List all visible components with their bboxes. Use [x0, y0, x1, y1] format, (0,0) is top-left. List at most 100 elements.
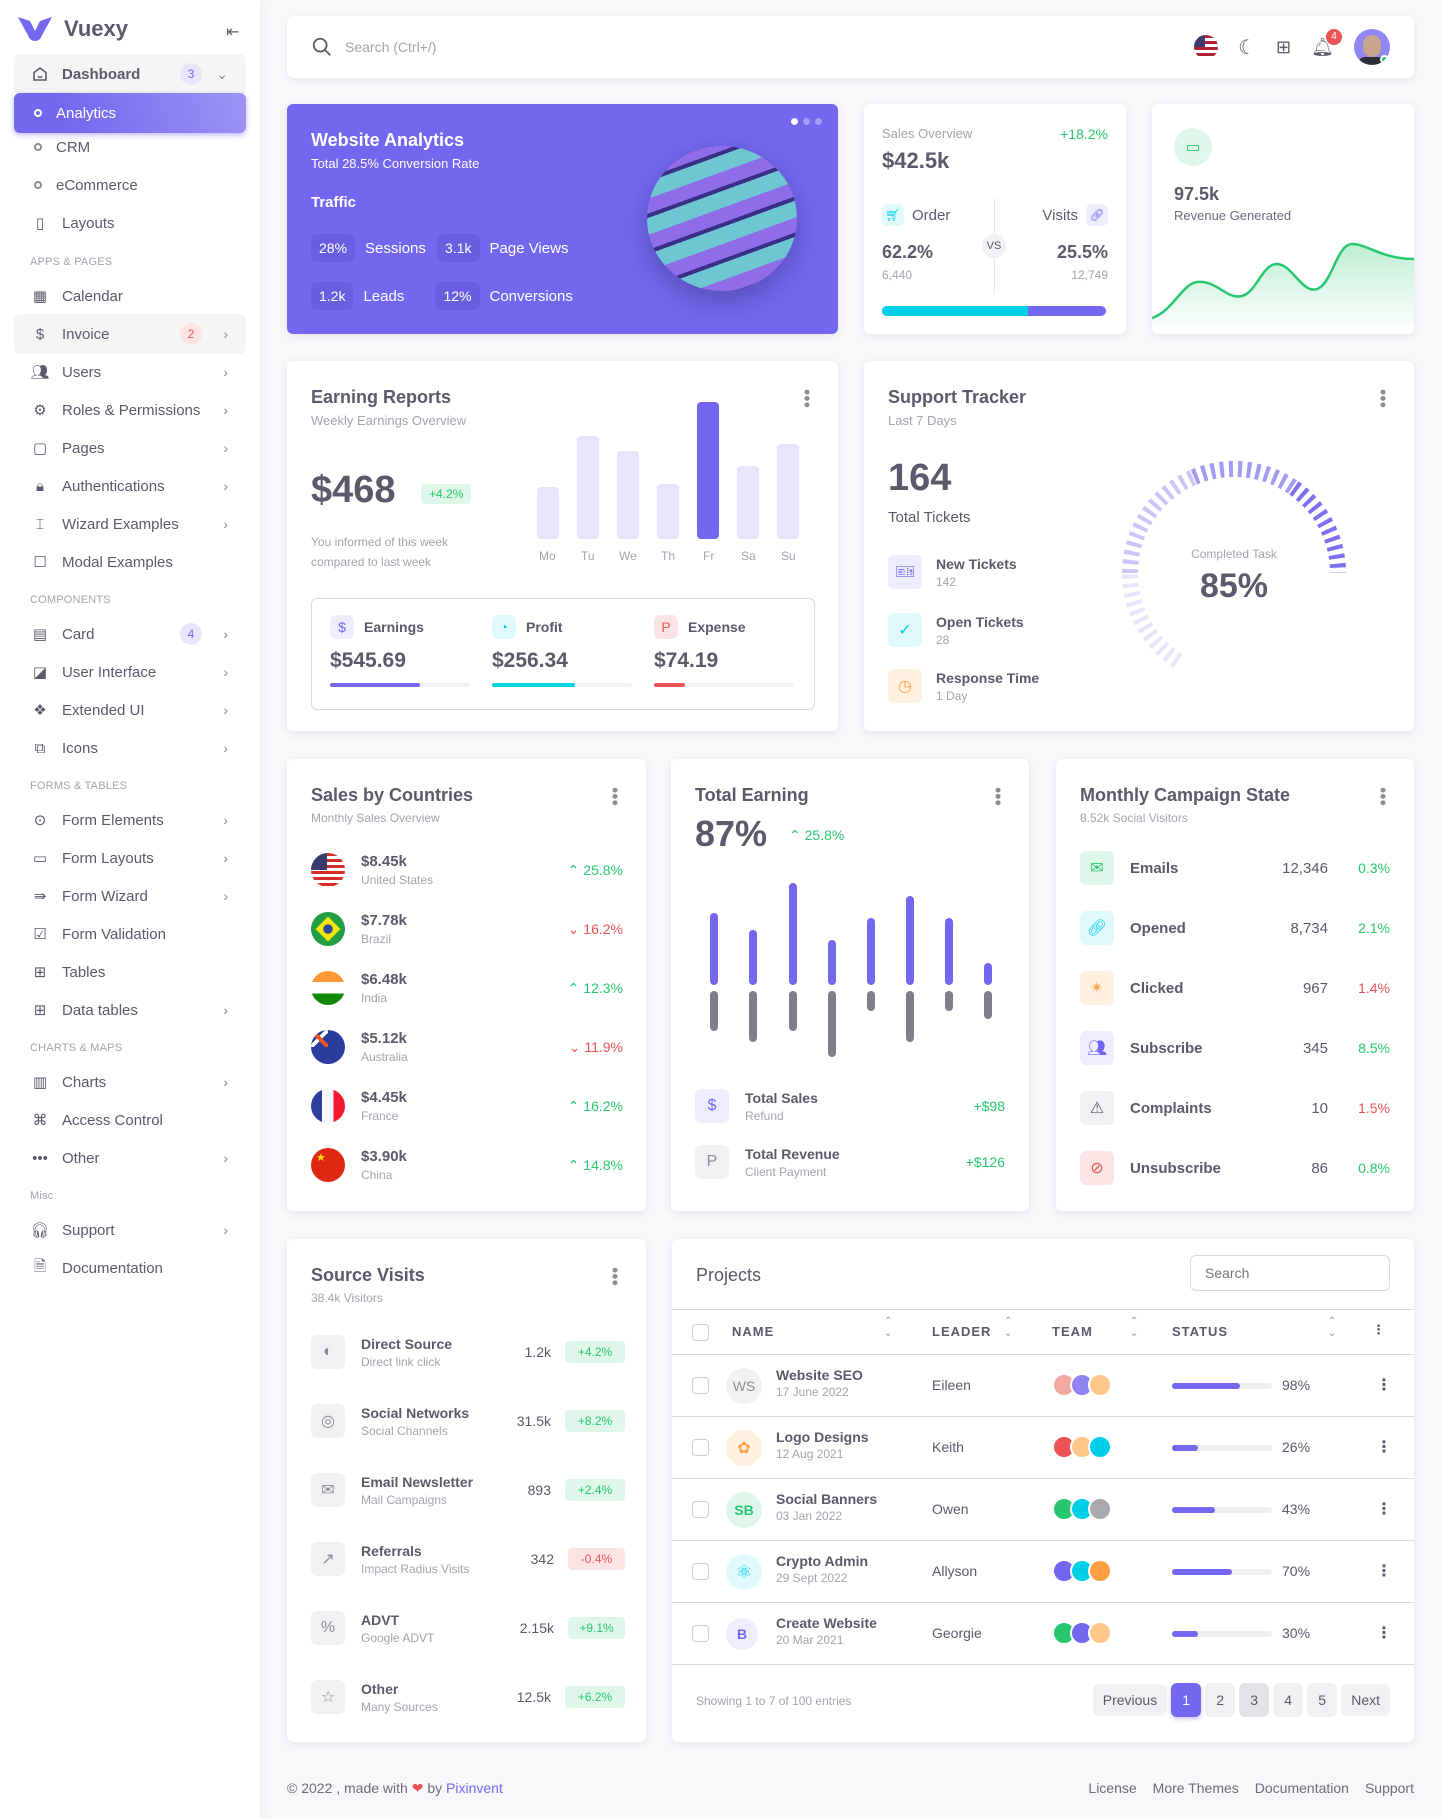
row-checkbox[interactable]: [692, 1439, 709, 1456]
pagination-page-3[interactable]: 3: [1239, 1683, 1270, 1717]
sidebar-item-pages[interactable]: ▢ Pages ›: [14, 428, 246, 468]
chart-bar-icon: ▥: [32, 1074, 48, 1091]
brand[interactable]: Vuexy: [18, 16, 128, 42]
total-earning-card: Total Earning ••• 87% ⌃ 25.8% $ Total Sa…: [671, 759, 1029, 1211]
country-row: ★ $3.90k China ⌃ 14.8%: [311, 1148, 623, 1182]
pagination-next[interactable]: Next: [1341, 1684, 1390, 1716]
sidebar-item-data-tables[interactable]: ⊞ Data tables ›: [14, 990, 246, 1030]
pagination-page-5[interactable]: 5: [1307, 1683, 1338, 1717]
sidebar-item-icons[interactable]: ⧉ Icons ›: [14, 728, 246, 768]
row-actions-icon[interactable]: ⋮: [1376, 1439, 1392, 1456]
dots-icon: •••: [32, 1149, 48, 1167]
row-checkbox[interactable]: [692, 1563, 709, 1580]
project-name: Create Website: [776, 1615, 877, 1631]
sort-icon[interactable]: ⌃ ⌄: [1004, 1316, 1014, 1339]
sidebar-item-invoice[interactable]: $ Invoice 2 ›: [14, 314, 246, 354]
company-link[interactable]: Pixinvent: [446, 1780, 503, 1796]
projects-search-input[interactable]: [1190, 1255, 1390, 1291]
source-change-badge: +4.2%: [565, 1341, 625, 1363]
more-options-icon[interactable]: •••: [1373, 787, 1393, 806]
3d-sphere-illustration: [647, 146, 797, 291]
sort-icon[interactable]: ⌃ ⌄: [1328, 1316, 1338, 1339]
total-earning-value: 87%: [695, 813, 768, 854]
pagination-page-2[interactable]: 2: [1205, 1683, 1236, 1717]
sidebar-item-form-validation[interactable]: ☑ Form Validation: [14, 914, 246, 954]
row-actions-icon[interactable]: ⋮: [1376, 1625, 1392, 1642]
sidebar-item-card[interactable]: ▤ Card 4 ›: [14, 614, 246, 654]
row-checkbox[interactable]: [692, 1377, 709, 1394]
shortcuts-icon[interactable]: ⊞: [1276, 36, 1292, 57]
sidebar-item-charts[interactable]: ▥ Charts ›: [14, 1062, 246, 1102]
row-actions-icon[interactable]: ⋮: [1376, 1377, 1392, 1394]
row-actions-icon[interactable]: ⋮: [1376, 1501, 1392, 1518]
more-options-icon[interactable]: •••: [605, 1267, 625, 1286]
row-checkbox[interactable]: [692, 1501, 709, 1518]
sidebar-item-users[interactable]: 👥︎ Users ›: [14, 352, 246, 392]
sidebar-item-modal-examples[interactable]: ☐ Modal Examples: [14, 542, 246, 582]
country-change: ⌄ 16.2%: [567, 920, 623, 937]
revenue-value: 97.5k: [1174, 184, 1220, 204]
sidebar-item-other[interactable]: ••• Other ›: [14, 1138, 246, 1178]
moon-icon[interactable]: ☾: [1238, 36, 1257, 59]
select-all-checkbox[interactable]: [692, 1324, 709, 1341]
column-header-leader[interactable]: LEADER: [932, 1324, 992, 1339]
source-sub: Impact Radius Visits: [361, 1561, 470, 1576]
source-change-badge: +2.4%: [565, 1479, 625, 1501]
footer-link-license[interactable]: License: [1088, 1780, 1137, 1796]
card-subtitle: 38.4k Visitors: [311, 1291, 383, 1305]
footer-link-documentation[interactable]: Documentation: [1254, 1780, 1349, 1796]
more-options-icon[interactable]: •••: [988, 787, 1008, 806]
more-options-icon[interactable]: ⋮: [1372, 1322, 1386, 1337]
sidebar-item-form-wizard[interactable]: ⇛ Form Wizard ›: [14, 876, 246, 916]
column-header-name[interactable]: NAME: [732, 1324, 775, 1339]
pagination-previous[interactable]: Previous: [1092, 1684, 1168, 1716]
us-flag-icon[interactable]: [1194, 35, 1219, 59]
expense-value: $74.19: [654, 649, 719, 672]
search-icon[interactable]: [311, 36, 333, 58]
more-options-icon[interactable]: •••: [605, 787, 625, 806]
sidebar-item-dashboard[interactable]: Dashboard 3 ⌄: [14, 54, 246, 94]
sidebar-item-ecommerce[interactable]: eCommerce: [14, 165, 246, 205]
campaign-count: 86: [1311, 1159, 1328, 1177]
more-options-icon[interactable]: •••: [797, 389, 817, 408]
sidebar-label: Support: [62, 1221, 115, 1239]
carousel-dots[interactable]: [791, 118, 822, 125]
footer: © 2022 , made with ❤ by Pixinvent Licens…: [287, 1780, 1414, 1797]
sort-icon[interactable]: ⌃ ⌄: [1130, 1316, 1140, 1339]
sidebar-item-documentation[interactable]: 🗎︎ Documentation: [14, 1248, 246, 1288]
pagination-page-4[interactable]: 4: [1273, 1683, 1304, 1717]
sidebar-item-crm[interactable]: CRM: [14, 127, 246, 167]
sidebar-item-wizard-examples[interactable]: ⌶ Wizard Examples ›: [14, 504, 246, 544]
credit-card-icon: ▭: [1174, 128, 1212, 166]
sidebar-item-layouts[interactable]: ▯ Layouts: [14, 203, 246, 243]
sidebar-item-analytics[interactable]: Analytics: [14, 93, 246, 133]
pagination-page-1[interactable]: 1: [1171, 1683, 1202, 1717]
sidebar-item-form-elements[interactable]: ⊙ Form Elements ›: [14, 800, 246, 840]
collapse-menu-icon[interactable]: ⇤: [226, 24, 240, 41]
sidebar-item-authentications[interactable]: 🔒︎ Authentications ›: [14, 466, 246, 506]
sidebar-item-form-layouts[interactable]: ▭ Form Layouts ›: [14, 838, 246, 878]
sidebar-item-access-control[interactable]: ⌘ Access Control: [14, 1100, 246, 1140]
avatar[interactable]: [1354, 29, 1390, 65]
row-actions-icon[interactable]: ⋮: [1376, 1563, 1392, 1580]
sidebar-item-calendar[interactable]: ▦ Calendar: [14, 276, 246, 316]
sort-icon[interactable]: ⌃ ⌄: [884, 1316, 894, 1339]
card-subtitle: 8.52k Social Visitors: [1080, 811, 1188, 825]
footer-link-more-themes[interactable]: More Themes: [1152, 1780, 1239, 1796]
more-options-icon[interactable]: •••: [1373, 389, 1393, 408]
sidebar-item-user-interface[interactable]: ◪ User Interface ›: [14, 652, 246, 692]
france-flag-icon: [311, 1089, 345, 1123]
sidebar-item-tables[interactable]: ⊞ Tables: [14, 952, 246, 992]
source-label: Email Newsletter: [361, 1473, 474, 1490]
status-progress: [1172, 1569, 1272, 1575]
entries-info: Showing 1 to 7 of 100 entries: [696, 1694, 852, 1708]
sidebar-item-roles[interactable]: ⚙ Roles & Permissions ›: [14, 390, 246, 430]
row-checkbox[interactable]: [692, 1625, 709, 1642]
notification-bell-icon[interactable]: 🔔︎ 4: [1311, 28, 1342, 58]
sidebar-item-support[interactable]: 🎧︎ Support ›: [14, 1210, 246, 1250]
search-input[interactable]: Search (Ctrl+/): [345, 39, 437, 55]
footer-link-support[interactable]: Support: [1364, 1780, 1414, 1796]
column-header-status[interactable]: STATUS: [1172, 1324, 1229, 1339]
column-header-team[interactable]: TEAM: [1052, 1324, 1093, 1339]
sidebar-item-extended-ui[interactable]: ❖ Extended UI ›: [14, 690, 246, 730]
